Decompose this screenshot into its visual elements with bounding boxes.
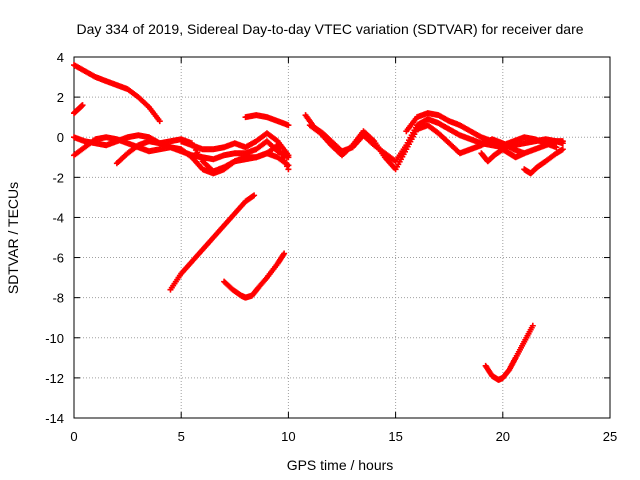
data-point [529,322,536,329]
series-track-14 [521,146,566,177]
data-point [285,152,292,159]
data-point [559,138,566,145]
data-point [278,151,285,158]
y-axis-label: SDTVAR / TECUs [5,182,21,294]
x-tick-label: 25 [603,429,617,444]
data-point [559,146,566,153]
series-track-2 [71,102,86,117]
x-tick-label: 0 [70,429,77,444]
y-tick-label: -6 [52,251,64,266]
data-marks [71,62,566,383]
data-point [553,144,560,151]
y-tick-label: -14 [45,411,64,426]
x-axis-label: GPS time / hours [287,457,394,473]
y-tick-label: -8 [52,291,64,306]
data-point [285,122,292,129]
series-track-12 [403,110,560,151]
x-tick-label: 15 [388,429,402,444]
chart-title: Day 334 of 2019, Sidereal Day-to-day VTE… [76,21,583,37]
series-track-7 [242,112,292,129]
plot-frame [73,56,611,419]
series-track-1 [71,62,163,125]
series-track-15 [482,322,536,383]
y-tick-label: -4 [52,210,64,225]
data-point [285,162,292,169]
y-tick-label: -2 [52,170,64,185]
y-tick-label: 0 [57,130,64,145]
x-tick-label: 10 [281,429,295,444]
data-point [156,118,163,125]
x-tick-label: 5 [178,429,185,444]
data-point [521,150,528,157]
series-track-9 [221,250,288,301]
grid [74,57,610,418]
series-track-8 [167,192,258,293]
y-tick-label: -12 [45,371,64,386]
series-track-11 [306,122,566,173]
data-point [79,102,86,109]
y-tick-label: -10 [45,331,64,346]
y-tick-label: 4 [57,50,64,65]
x-tick-label: 20 [496,429,510,444]
y-tick-label: 2 [57,90,64,105]
data-point [251,192,258,199]
series-track-6 [178,130,292,159]
series-track-13 [478,146,528,165]
data-point [281,250,288,257]
data-point [277,148,284,155]
